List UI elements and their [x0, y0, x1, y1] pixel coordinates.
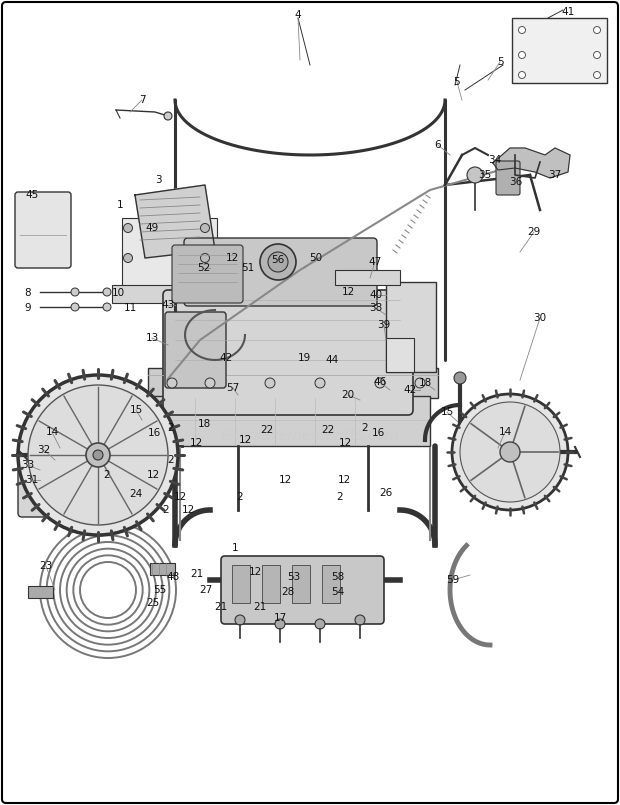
Text: 47: 47: [368, 257, 382, 267]
Circle shape: [260, 244, 296, 280]
Bar: [322, 565, 340, 603]
Text: 14: 14: [498, 427, 511, 437]
Circle shape: [93, 450, 103, 460]
Polygon shape: [135, 185, 215, 258]
Circle shape: [235, 615, 245, 625]
Text: 44: 44: [326, 355, 339, 365]
Text: 46: 46: [373, 377, 387, 387]
Text: 16: 16: [371, 428, 384, 438]
Text: 12: 12: [146, 470, 159, 480]
Circle shape: [500, 442, 520, 462]
Circle shape: [518, 52, 526, 59]
Text: 30: 30: [533, 313, 547, 323]
Bar: [150, 396, 430, 446]
Text: 12: 12: [174, 492, 187, 502]
Circle shape: [265, 378, 275, 388]
Circle shape: [268, 252, 288, 272]
Text: 2: 2: [337, 492, 343, 502]
Text: 15: 15: [440, 407, 454, 417]
Text: 6: 6: [435, 140, 441, 150]
Text: 20: 20: [342, 390, 355, 400]
Circle shape: [518, 72, 526, 79]
Text: 5: 5: [454, 77, 460, 87]
Text: 12: 12: [182, 505, 195, 515]
Bar: [28, 586, 53, 598]
Text: 17: 17: [273, 613, 286, 623]
FancyBboxPatch shape: [496, 161, 520, 195]
Text: 12: 12: [226, 253, 239, 263]
Text: 3: 3: [154, 175, 161, 185]
Text: 24: 24: [130, 489, 143, 499]
Circle shape: [275, 619, 285, 629]
Text: 57: 57: [226, 383, 239, 393]
Bar: [232, 565, 250, 603]
Text: 36: 36: [510, 177, 523, 187]
Circle shape: [518, 27, 526, 34]
Circle shape: [454, 372, 466, 384]
Circle shape: [123, 224, 133, 233]
Text: 5: 5: [497, 57, 503, 67]
Text: 14: 14: [45, 427, 59, 437]
Text: 22: 22: [321, 425, 335, 435]
FancyBboxPatch shape: [184, 238, 377, 306]
Circle shape: [200, 254, 210, 262]
Bar: [386, 338, 414, 372]
Circle shape: [71, 288, 79, 296]
Text: 53: 53: [288, 572, 301, 582]
Text: 19: 19: [298, 353, 311, 363]
Text: 13: 13: [145, 333, 159, 343]
Text: 49: 49: [145, 223, 159, 233]
Bar: [292, 565, 310, 603]
Circle shape: [123, 254, 133, 262]
Circle shape: [375, 378, 385, 388]
Polygon shape: [493, 148, 570, 178]
Circle shape: [415, 378, 425, 388]
Text: 56: 56: [272, 255, 285, 265]
Text: 21: 21: [254, 602, 267, 612]
Text: 33: 33: [21, 460, 35, 470]
Text: 38: 38: [370, 303, 383, 313]
Text: 42: 42: [404, 385, 417, 395]
Bar: [335, 270, 400, 285]
Circle shape: [355, 615, 365, 625]
Text: 2: 2: [237, 492, 243, 502]
Text: 2: 2: [167, 455, 174, 465]
Circle shape: [28, 385, 168, 525]
Circle shape: [593, 52, 601, 59]
Circle shape: [315, 619, 325, 629]
Text: 31: 31: [25, 475, 38, 485]
Text: 12: 12: [238, 435, 252, 445]
Text: 42: 42: [219, 353, 232, 363]
Circle shape: [200, 224, 210, 233]
Text: eReplacementParts.com: eReplacementParts.com: [221, 427, 399, 443]
Text: 25: 25: [146, 598, 159, 608]
Circle shape: [164, 112, 172, 120]
FancyBboxPatch shape: [221, 556, 384, 624]
Text: 37: 37: [548, 170, 562, 180]
FancyBboxPatch shape: [172, 245, 243, 303]
Text: 22: 22: [260, 425, 273, 435]
Text: 12: 12: [189, 438, 203, 448]
Text: 34: 34: [489, 155, 502, 165]
Bar: [148, 368, 438, 398]
Text: 48: 48: [166, 572, 180, 582]
Text: 7: 7: [139, 95, 145, 105]
Circle shape: [18, 375, 178, 535]
Circle shape: [460, 402, 560, 502]
Text: 2: 2: [162, 505, 169, 515]
Circle shape: [103, 303, 111, 311]
Text: 51: 51: [241, 263, 255, 273]
Text: 2: 2: [104, 470, 110, 480]
Circle shape: [167, 378, 177, 388]
Circle shape: [452, 394, 568, 510]
Bar: [262, 565, 280, 603]
Text: 8: 8: [25, 288, 32, 298]
Text: 54: 54: [331, 587, 345, 597]
Text: 9: 9: [25, 303, 32, 313]
Text: 1: 1: [232, 543, 238, 553]
Circle shape: [467, 167, 483, 183]
Text: 58: 58: [331, 572, 345, 582]
Text: 43: 43: [161, 300, 175, 310]
Bar: [512, 18, 607, 83]
